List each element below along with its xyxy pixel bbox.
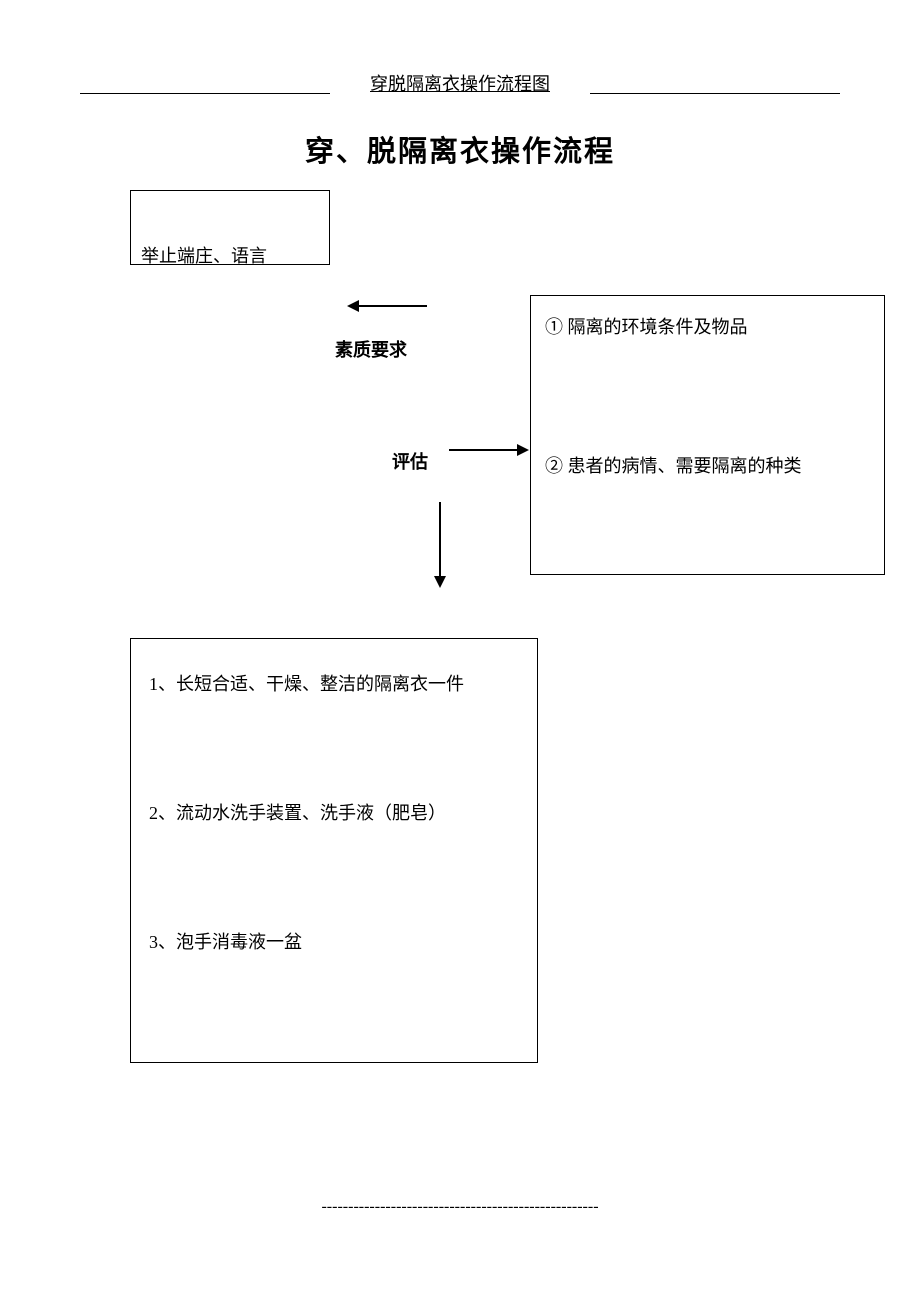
- arrow-down-icon: [430, 500, 450, 590]
- page-subtitle: 穿脱隔离衣操作流程图: [0, 0, 920, 96]
- arrow-right-icon: [447, 440, 532, 460]
- box-assessment-item1: ① 隔离的环境条件及物品: [545, 310, 870, 344]
- page-title: 穿、脱隔离衣操作流程: [0, 128, 920, 170]
- footer-dashes: ----------------------------------------…: [0, 1198, 920, 1216]
- arrow-left-icon: [345, 296, 430, 316]
- label-assess: 评估: [392, 448, 428, 474]
- box-quality-text: 举止端庄、语言: [141, 234, 319, 265]
- box-assessment: ① 隔离的环境条件及物品 ② 患者的病情、需要隔离的种类: [530, 295, 885, 575]
- box-quality: 举止端庄、语言: [130, 190, 330, 265]
- box-assessment-item2: ② 患者的病情、需要隔离的种类: [545, 449, 870, 483]
- header-rule-right: [590, 93, 840, 94]
- box-prep-item2: 2、流动水洗手装置、洗手液（肥皂）: [149, 796, 519, 830]
- header-rule-left: [80, 93, 330, 94]
- box-preparation: 1、长短合适、干燥、整洁的隔离衣一件 2、流动水洗手装置、洗手液（肥皂） 3、泡…: [130, 638, 538, 1063]
- box-prep-item3: 3、泡手消毒液一盆: [149, 925, 519, 959]
- label-quality: 素质要求: [335, 336, 407, 362]
- box-prep-item1: 1、长短合适、干燥、整洁的隔离衣一件: [149, 667, 519, 701]
